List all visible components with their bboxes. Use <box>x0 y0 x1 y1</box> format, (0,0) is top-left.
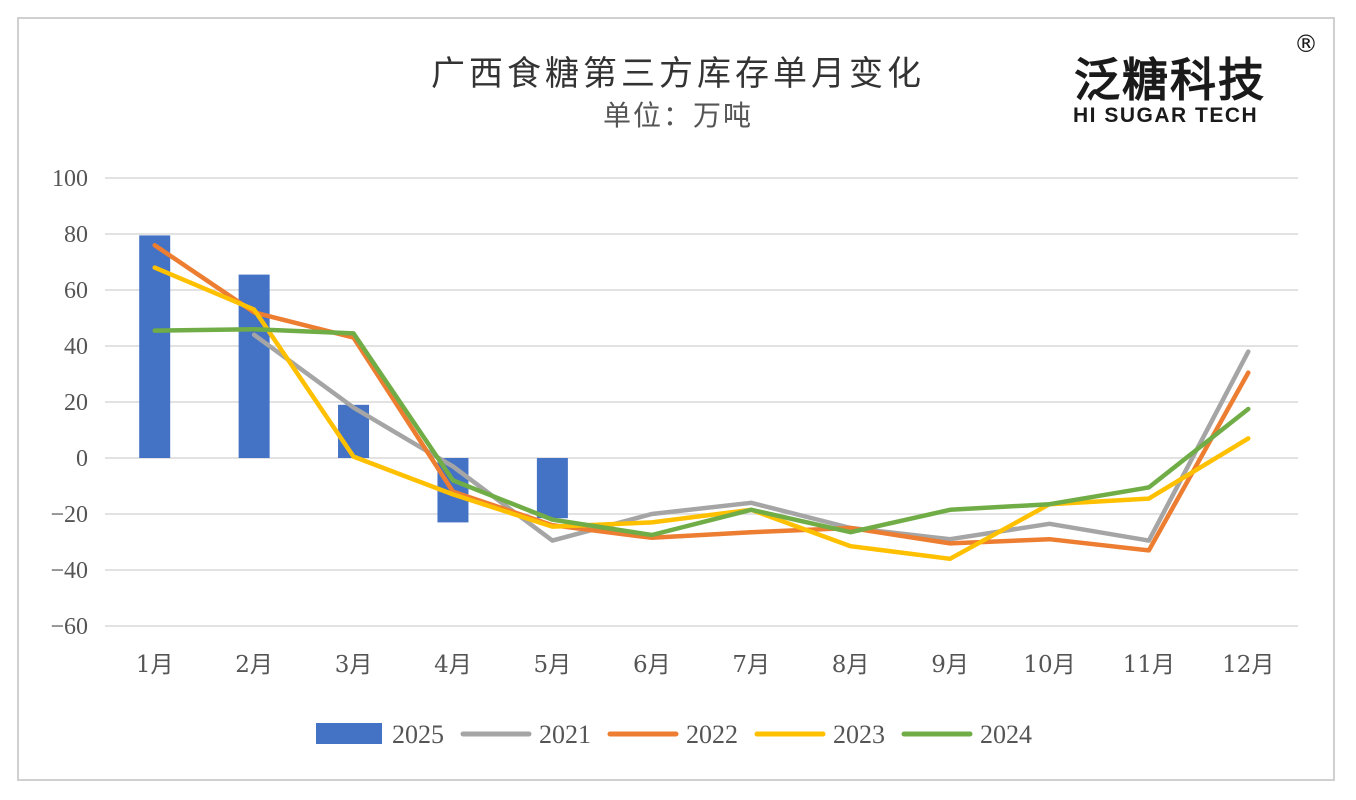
line-series <box>152 242 1251 562</box>
legend-swatch-2025 <box>316 723 382 744</box>
brand-logo-text: 泛糖科技 <box>1074 53 1266 107</box>
x-tick-label: 6月 <box>633 652 671 678</box>
y-tick-label: −40 <box>50 558 88 584</box>
y-tick-label: 60 <box>64 278 88 304</box>
x-tick-label: 9月 <box>931 652 969 678</box>
bar-2025-2月 <box>238 274 270 458</box>
chart-frame <box>17 17 1335 781</box>
x-tick-label: 12月 <box>1222 652 1274 678</box>
gridlines <box>105 177 1298 627</box>
x-tick-label: 8月 <box>832 652 870 678</box>
x-axis-ticks: 1月 2月 3月 4月 5月 6月 7月 8月 9月 10月 11月 12月 <box>136 652 1275 678</box>
y-tick-label: −60 <box>50 614 88 640</box>
line-series-2022 <box>152 242 1251 553</box>
x-tick-label: 5月 <box>534 652 572 678</box>
line-series-2021 <box>251 332 1251 543</box>
legend-label-2025: 2025 <box>392 720 444 749</box>
x-tick-label: 10月 <box>1023 652 1075 678</box>
line-series-2024 <box>152 326 1251 538</box>
y-tick-label: 40 <box>64 334 88 360</box>
registered-mark: ® <box>1294 30 1318 58</box>
x-tick-label: 2月 <box>235 652 273 678</box>
legend-label-2021: 2021 <box>539 720 591 749</box>
brand-logo-english: HI SUGAR TECH <box>1073 104 1259 127</box>
line-series-2023 <box>152 265 1251 562</box>
chart-subtitle: 单位：万吨 <box>602 99 753 132</box>
legend-label-2022: 2022 <box>686 720 738 749</box>
y-tick-label: 80 <box>64 222 88 248</box>
x-tick-label: 7月 <box>732 652 770 678</box>
y-axis-ticks: 100 80 60 40 20 0 −20 −40 −60 <box>50 166 88 640</box>
y-tick-label: 100 <box>52 166 88 192</box>
legend-label-2024: 2024 <box>980 720 1032 749</box>
bar-2025-5月 <box>536 458 568 519</box>
legend-label-2023: 2023 <box>833 720 885 749</box>
x-tick-label: 11月 <box>1123 652 1175 678</box>
x-tick-label: 1月 <box>136 652 174 678</box>
y-tick-label: 20 <box>64 390 88 416</box>
x-tick-label: 4月 <box>434 652 472 678</box>
x-tick-label: 3月 <box>335 652 373 678</box>
legend: 2025 2021 2022 2023 2024 <box>316 720 1032 749</box>
chart-title: 广西食糖第三方库存单月变化 <box>431 54 925 94</box>
y-tick-label: −20 <box>50 502 88 528</box>
y-tick-label: 0 <box>76 446 88 472</box>
